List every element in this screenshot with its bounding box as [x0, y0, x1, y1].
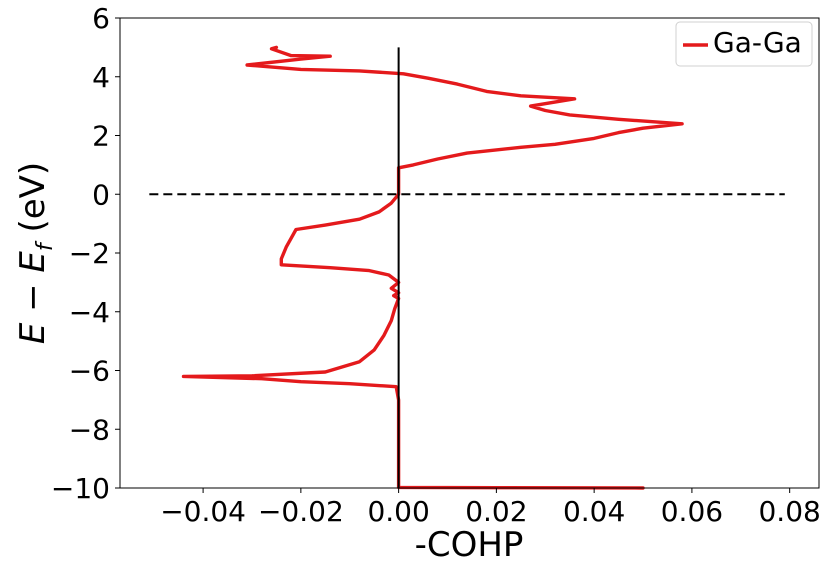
x-tick-label: 0.00 — [367, 495, 429, 528]
y-axis-ticks: 6 4 2 0 −2 −4 −6 −8 −10 — [51, 2, 120, 505]
x-axis-label: -COHP — [415, 525, 524, 565]
x-tick-label: 0.06 — [661, 495, 723, 528]
x-axis-ticks: −0.04 −0.02 0.00 0.02 0.04 0.06 0.08 — [160, 488, 821, 528]
series-line-ga-ga — [181, 45, 684, 490]
y-tick-label: −4 — [69, 296, 110, 329]
y-label-subscript: f — [33, 240, 58, 251]
x-tick-label: −0.04 — [160, 495, 246, 528]
y-tick-label: 2 — [92, 120, 110, 153]
x-tick-label: −0.02 — [258, 495, 344, 528]
y-tick-label: 0 — [92, 178, 110, 211]
y-tick-label: −2 — [69, 237, 110, 270]
y-tick-label: 6 — [92, 2, 110, 35]
y-tick-label: −8 — [69, 413, 110, 446]
y-axis-label: E − Ef (eV) — [13, 162, 58, 344]
y-label-minus: − — [13, 273, 53, 323]
x-tick-label: 0.02 — [465, 495, 527, 528]
plot-area — [149, 45, 785, 490]
x-tick-label: 0.08 — [758, 495, 820, 528]
legend: Ga-Ga — [675, 21, 813, 67]
y-label-ef: E — [13, 251, 53, 273]
y-label-e: E — [13, 322, 53, 344]
y-tick-label: −10 — [51, 472, 110, 505]
y-tick-label: −6 — [69, 355, 110, 388]
y-label-unit: (eV) — [13, 162, 53, 244]
x-tick-label: 0.04 — [563, 495, 625, 528]
legend-box — [675, 21, 813, 67]
legend-label-ga-ga: Ga-Ga — [713, 26, 802, 59]
y-tick-label: 4 — [92, 61, 110, 94]
